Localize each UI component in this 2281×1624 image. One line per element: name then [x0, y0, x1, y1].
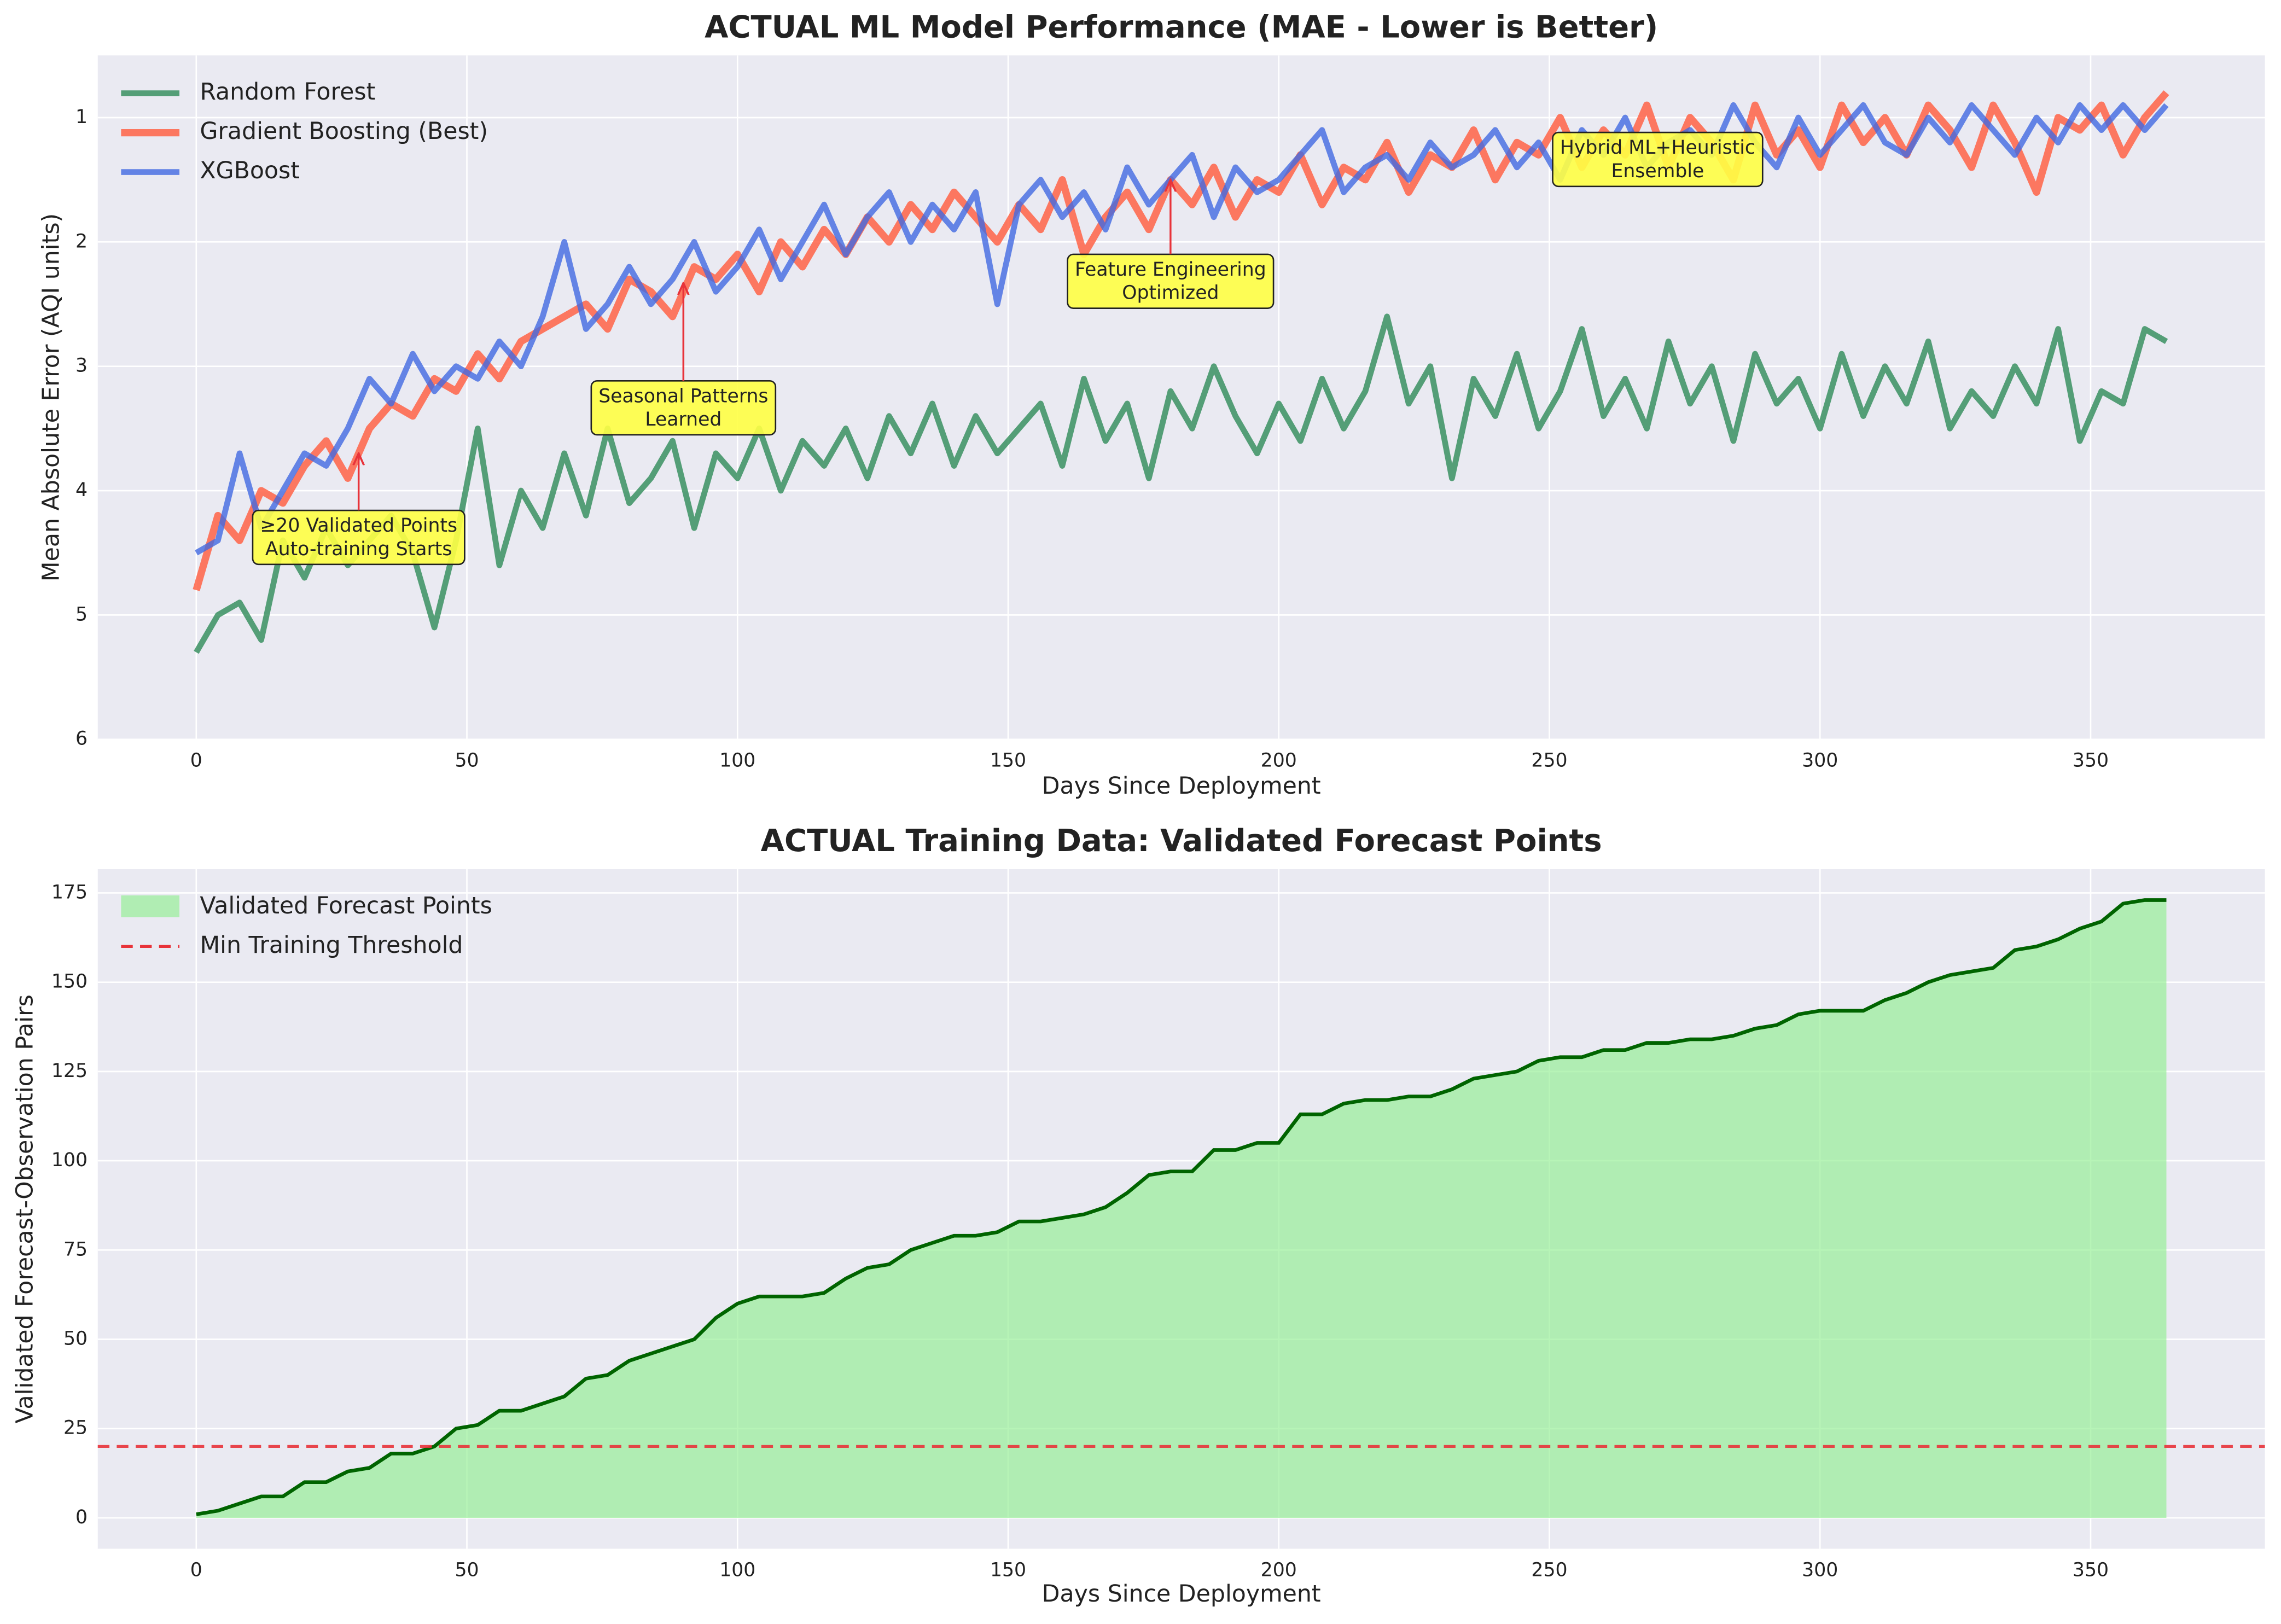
- x-tick-label: 200: [1261, 1559, 1297, 1581]
- legend-label: Random Forest: [200, 78, 375, 106]
- x-tick-label: 100: [719, 750, 755, 772]
- y-tick-label: 0: [75, 1506, 88, 1528]
- y-tick-label: 75: [63, 1238, 88, 1260]
- annotation: Seasonal Patterns Learned: [590, 380, 777, 436]
- annotation-line: Ensemble: [1611, 160, 1704, 182]
- x-tick-label: 150: [990, 750, 1026, 772]
- x-tick-label: 250: [1531, 1559, 1567, 1581]
- y-axis-label: Mean Absolute Error (AQI units): [38, 213, 65, 581]
- annotation-text: Feature Engineering Optimized: [1075, 259, 1266, 304]
- y-tick-label: 4: [75, 479, 88, 501]
- x-tick-label: 50: [455, 750, 479, 772]
- line-series: [194, 313, 2168, 654]
- chart-title: ACTUAL Training Data: Validated Forecast…: [761, 823, 1602, 859]
- line-series: [195, 102, 2169, 556]
- legend-label: Gradient Boosting (Best): [200, 118, 488, 145]
- annotation-line: Optimized: [1122, 282, 1219, 304]
- annotation-line: Learned: [645, 409, 721, 430]
- annotation-box: [1552, 131, 1764, 188]
- legend-label: XGBoost: [200, 157, 300, 184]
- x-axis-label: Days Since Deployment: [1042, 772, 1321, 800]
- x-tick-label: 350: [2073, 1559, 2109, 1581]
- y-tick-label: 175: [51, 881, 88, 903]
- annotation-line: ≥20 Validated Points: [260, 515, 457, 537]
- y-tick-label: 100: [51, 1149, 88, 1171]
- line-series: [193, 90, 2169, 591]
- annotation: Feature Engineering Optimized: [1067, 253, 1275, 309]
- x-tick-label: 100: [719, 1559, 755, 1581]
- annotation-text: Hybrid ML+Heuristic Ensemble: [1560, 137, 1755, 182]
- y-tick-label: 1: [75, 106, 88, 128]
- annotation-line: Feature Engineering: [1075, 259, 1266, 281]
- x-tick-label: 0: [190, 750, 202, 772]
- x-axis-label: Days Since Deployment: [1042, 1580, 1321, 1608]
- x-tick-label: 50: [455, 1559, 479, 1581]
- y-tick-label: 150: [51, 971, 88, 993]
- x-tick-label: 250: [1531, 750, 1567, 772]
- y-axis-label: Validated Forecast-Observation Pairs: [11, 994, 39, 1423]
- legend-label: Validated Forecast Points: [200, 892, 492, 919]
- annotation-text: ≥20 Validated Points Auto-training Starts: [260, 515, 457, 560]
- x-tick-label: 300: [1802, 750, 1838, 772]
- annotation: Hybrid ML+Heuristic Ensemble: [1552, 131, 1764, 188]
- x-tick-label: 200: [1261, 750, 1297, 772]
- area-fill: [196, 900, 2167, 1518]
- y-tick-label: 5: [75, 603, 88, 625]
- y-tick-label: 2: [75, 230, 88, 252]
- annotation: ≥20 Validated Points Auto-training Starts: [252, 509, 465, 566]
- x-tick-label: 150: [990, 1559, 1026, 1581]
- legend-label: Min Training Threshold: [200, 932, 463, 959]
- annotation-line: Seasonal Patterns: [598, 385, 768, 407]
- legend-swatch: [121, 895, 180, 917]
- annotation-text: Seasonal Patterns Learned: [598, 385, 768, 430]
- annotation-line: Auto-training Starts: [265, 538, 452, 560]
- y-tick-label: 125: [51, 1060, 88, 1082]
- y-tick-label: 6: [75, 728, 88, 750]
- y-tick-label: 50: [63, 1328, 88, 1350]
- chart-title: ACTUAL ML Model Performance (MAE - Lower…: [705, 9, 1658, 45]
- x-tick-label: 350: [2073, 750, 2109, 772]
- y-tick-label: 3: [75, 355, 88, 377]
- y-tick-label: 25: [63, 1417, 88, 1439]
- x-tick-label: 300: [1802, 1559, 1838, 1581]
- x-tick-label: 0: [190, 1559, 202, 1581]
- annotation-line: Hybrid ML+Heuristic: [1560, 137, 1755, 159]
- area-line: [196, 898, 2167, 1516]
